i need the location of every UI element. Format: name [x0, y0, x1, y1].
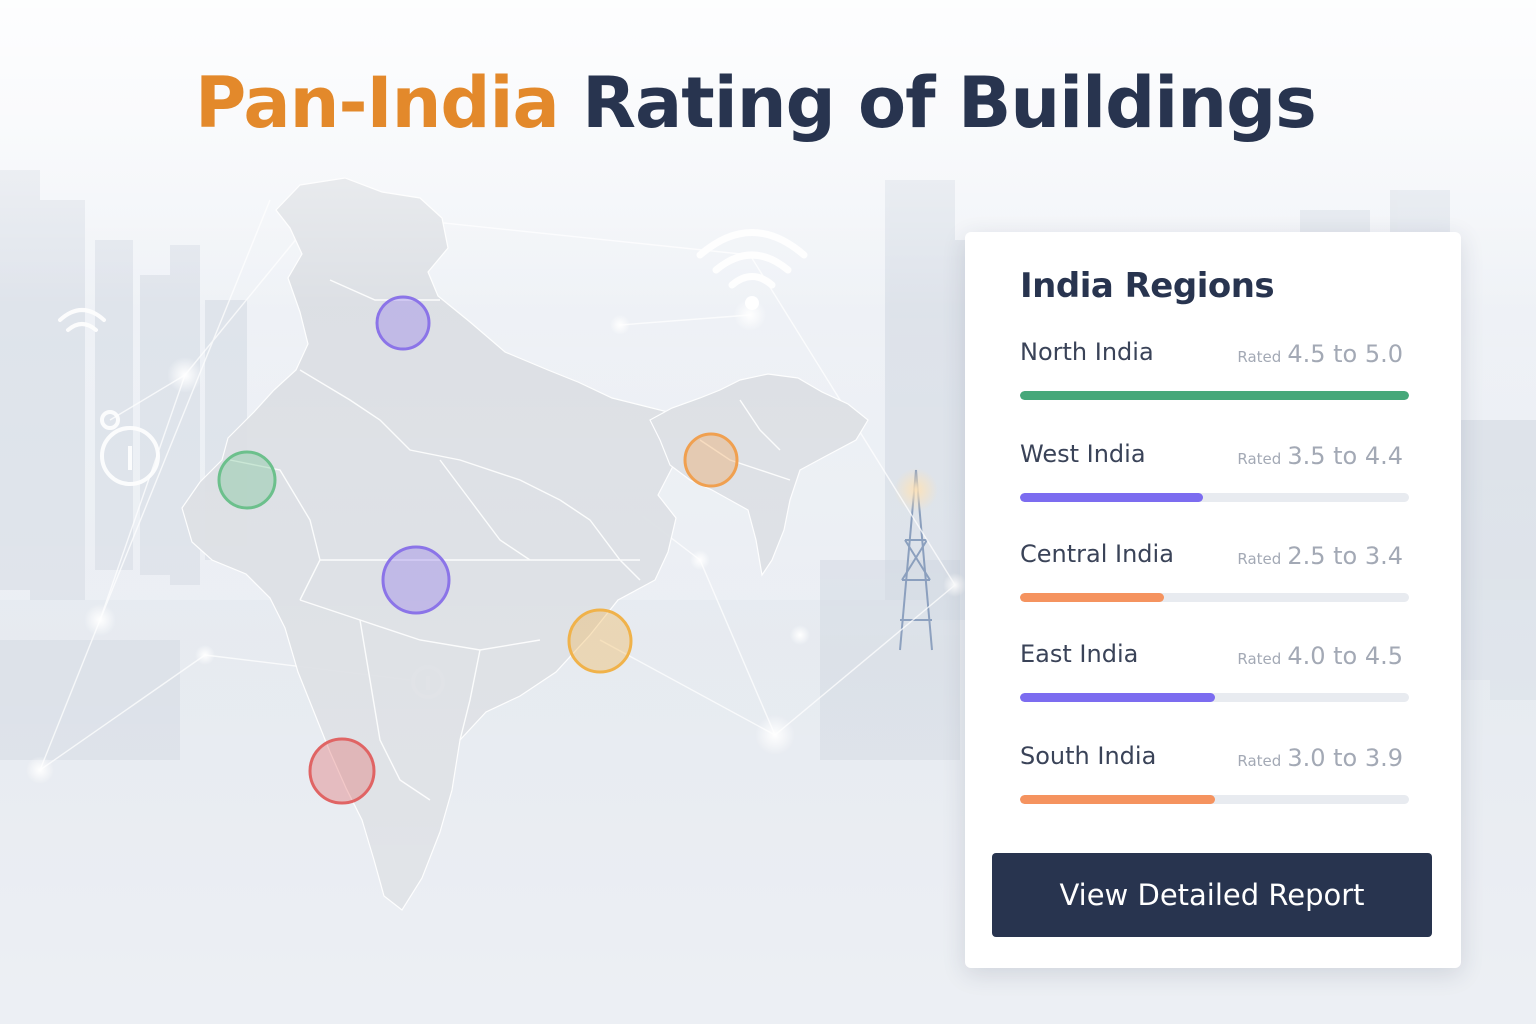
- region-name: South India: [1020, 742, 1157, 770]
- region-rating: Rated 3.0 to 3.9: [1237, 744, 1403, 772]
- region-rating: Rated 2.5 to 3.4: [1237, 542, 1403, 570]
- region-name: East India: [1020, 640, 1139, 668]
- rated-label: Rated: [1237, 752, 1282, 770]
- region-row-south: South India Rated 3.0 to 3.9: [1020, 742, 1409, 812]
- rating-bar-track: [1020, 391, 1409, 400]
- rated-label: Rated: [1237, 550, 1282, 568]
- panel-title: India Regions: [1020, 266, 1275, 306]
- page-title: Pan-India Rating of Buildings: [195, 58, 1317, 148]
- rating-bar-fill: [1020, 795, 1215, 804]
- region-name: Central India: [1020, 540, 1174, 568]
- region-row-east: East India Rated 4.0 to 4.5: [1020, 640, 1409, 710]
- east-marker: [567, 608, 633, 674]
- region-name: North India: [1020, 338, 1154, 366]
- region-row-central: Central India Rated 2.5 to 3.4: [1020, 540, 1409, 610]
- rated-label: Rated: [1237, 450, 1282, 468]
- rating-bar-fill: [1020, 593, 1164, 602]
- region-row-west: West India Rated 3.5 to 4.4: [1020, 440, 1409, 510]
- page-title-accent: Pan-India: [195, 62, 560, 144]
- rating-range: 2.5 to 3.4: [1287, 542, 1403, 570]
- region-rating: Rated 4.5 to 5.0: [1237, 340, 1403, 368]
- rated-label: Rated: [1237, 650, 1282, 668]
- rating-bar-fill: [1020, 693, 1215, 702]
- south-marker: [308, 737, 376, 805]
- region-name: West India: [1020, 440, 1146, 468]
- rating-range: 3.0 to 3.9: [1287, 744, 1403, 772]
- northeast-marker: [683, 432, 739, 488]
- region-rating: Rated 3.5 to 4.4: [1237, 442, 1403, 470]
- rating-range: 4.5 to 5.0: [1287, 340, 1403, 368]
- rating-range: 3.5 to 4.4: [1287, 442, 1403, 470]
- rating-bar-track: [1020, 593, 1409, 602]
- regions-panel: India Regions North India Rated 4.5 to 5.…: [965, 232, 1461, 968]
- central-marker: [381, 545, 451, 615]
- rating-bar-track: [1020, 493, 1409, 502]
- rating-bar-fill: [1020, 391, 1409, 400]
- rating-bar-fill: [1020, 493, 1203, 502]
- page-title-main: Rating of Buildings: [582, 62, 1317, 144]
- view-detailed-report-button[interactable]: View Detailed Report: [992, 853, 1432, 937]
- rating-bar-track: [1020, 795, 1409, 804]
- region-row-north: North India Rated 4.5 to 5.0: [1020, 338, 1409, 408]
- rated-label: Rated: [1237, 348, 1282, 366]
- region-rating: Rated 4.0 to 4.5: [1237, 642, 1403, 670]
- west-marker: [217, 450, 277, 510]
- north-marker: [375, 295, 431, 351]
- rating-range: 4.0 to 4.5: [1287, 642, 1403, 670]
- rating-bar-track: [1020, 693, 1409, 702]
